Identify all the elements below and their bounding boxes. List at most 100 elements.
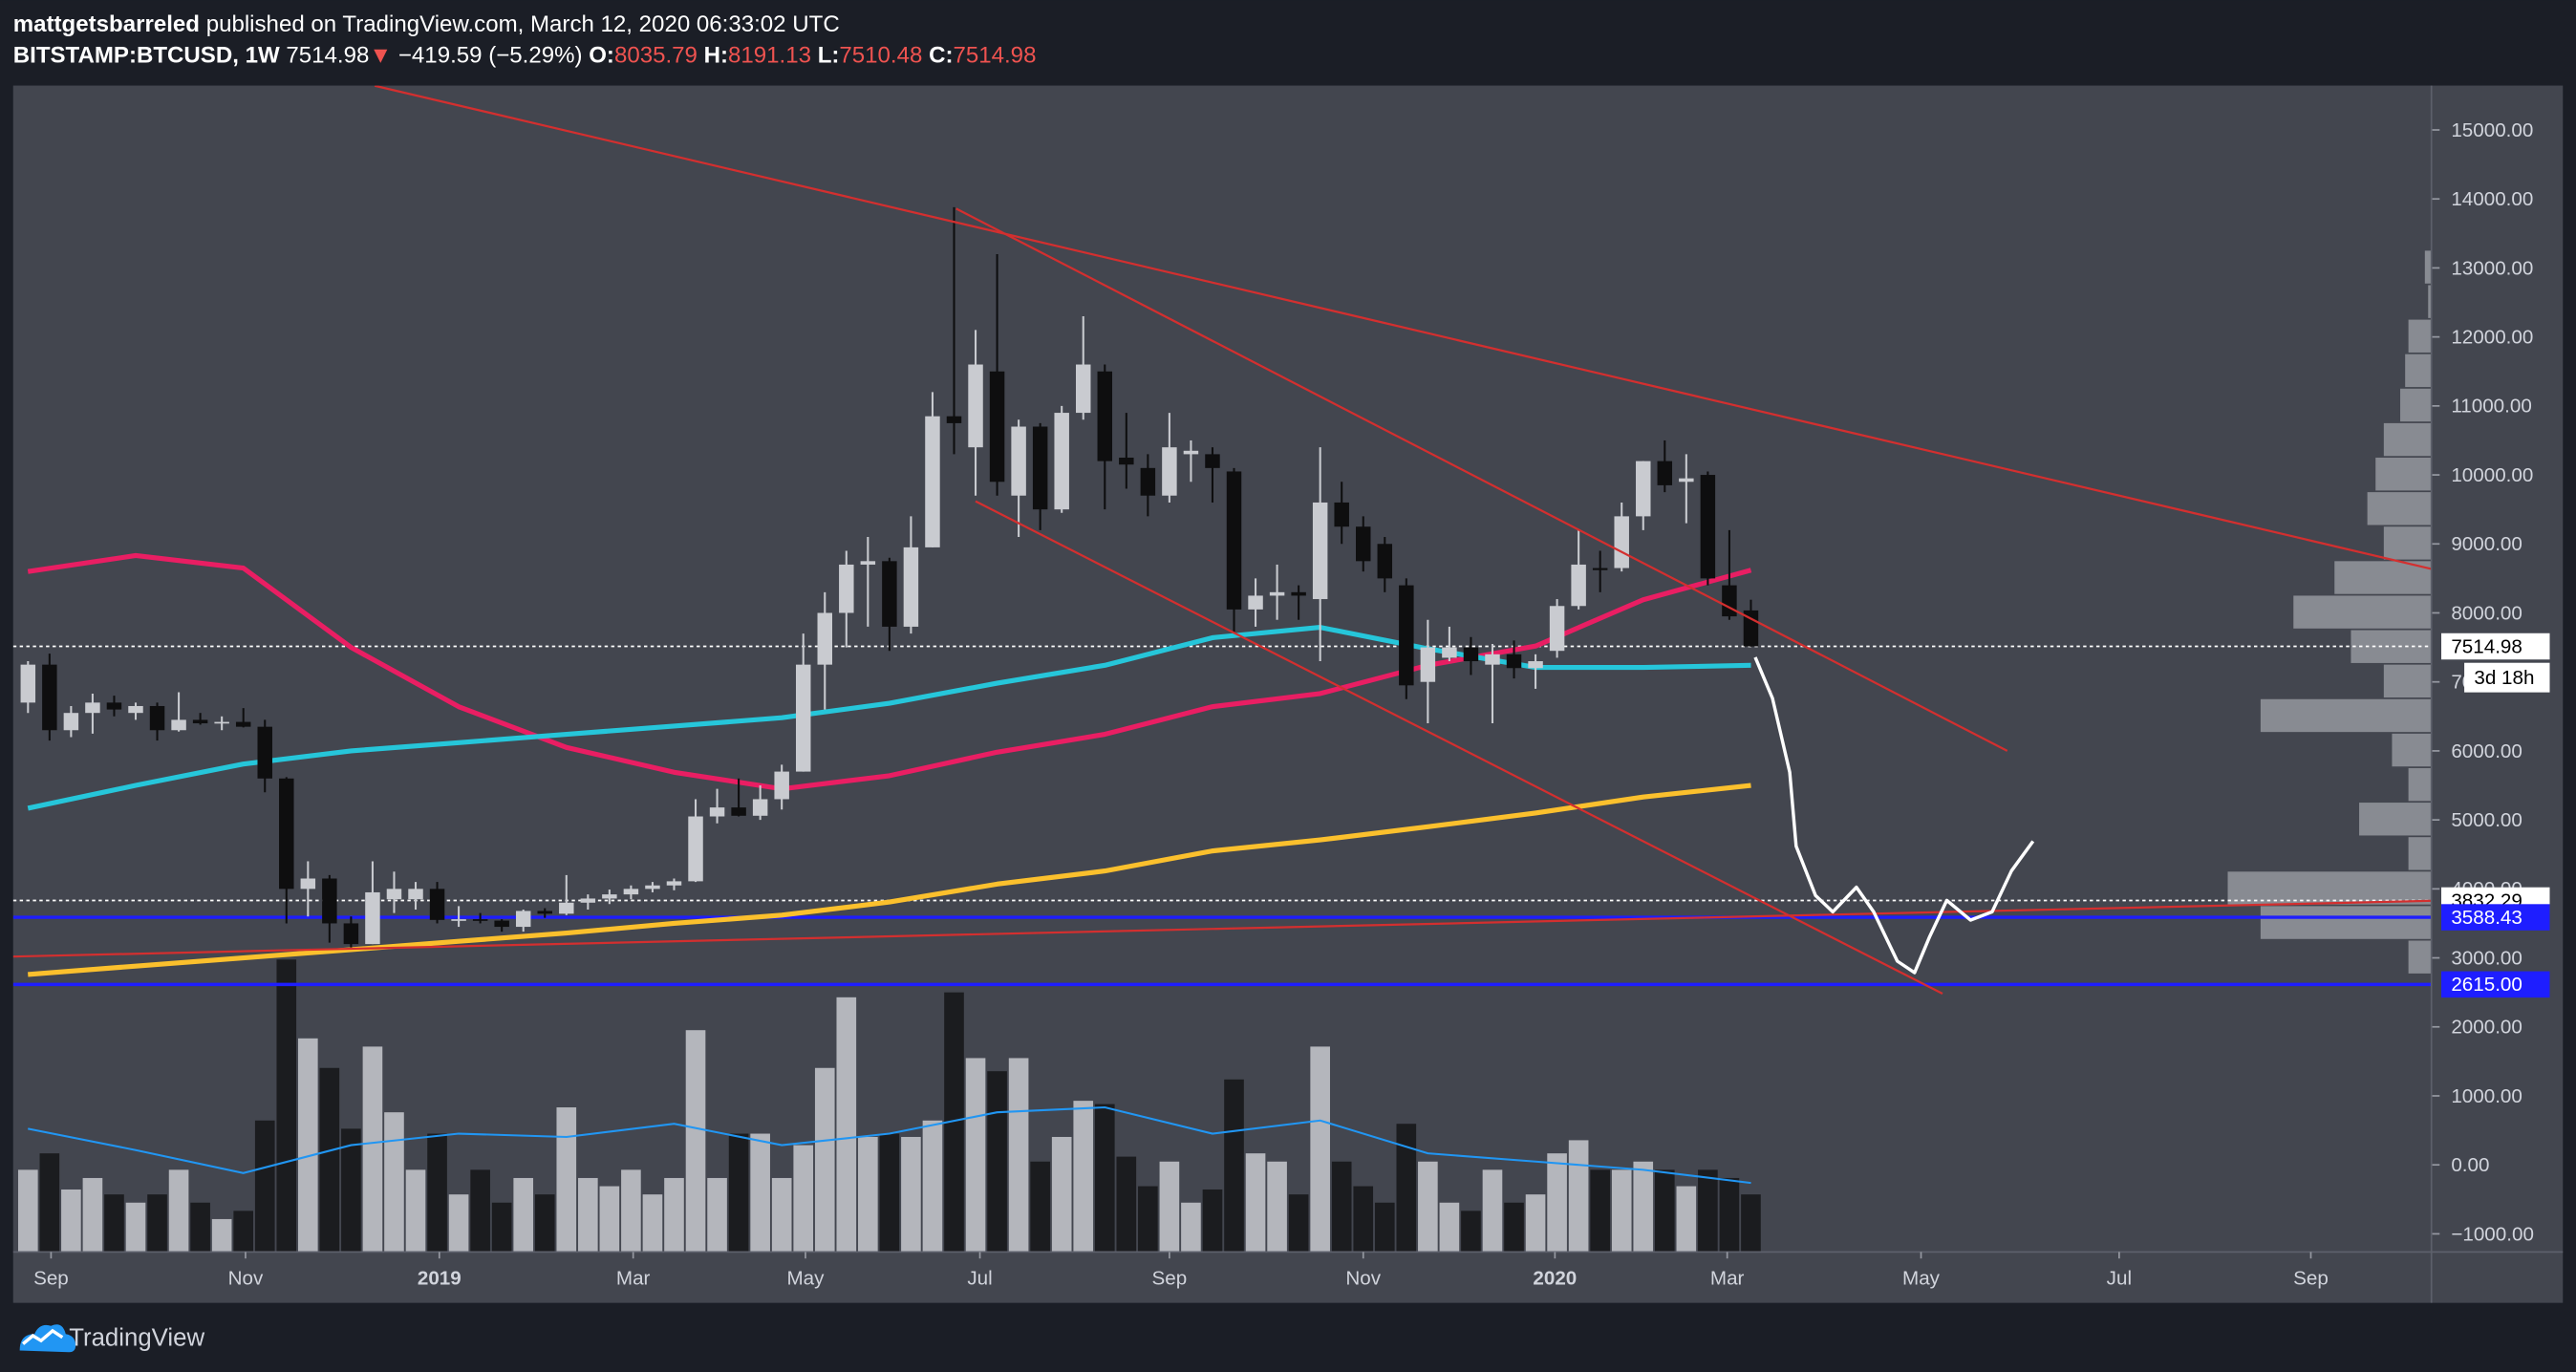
candle-body (602, 894, 617, 899)
volume-bar (1138, 1186, 1158, 1253)
volume-bar (987, 1071, 1007, 1253)
candle-body (537, 911, 552, 914)
volume-bar (1439, 1202, 1460, 1253)
volume-profile-bar (2408, 319, 2432, 353)
price-level-label: 3588.43 (2451, 907, 2522, 929)
volume-profile-bar (2424, 250, 2432, 284)
author: mattgetsbarreled (13, 11, 200, 37)
candle-body (171, 719, 186, 731)
candle-body (860, 561, 876, 565)
brand: TradingView (69, 1324, 204, 1351)
volume-bar (965, 1058, 986, 1253)
candle-body (1334, 502, 1349, 527)
candle-body (839, 564, 854, 613)
volume-bar (922, 1120, 943, 1253)
volume-profile-bar (2383, 526, 2432, 560)
header-line-1: mattgetsbarreled published on TradingVie… (13, 11, 840, 37)
logo-cloud (19, 1324, 76, 1353)
x-tick-label: May (1902, 1268, 1941, 1290)
candle-body (408, 889, 423, 900)
volume-profile-bar (2400, 388, 2432, 422)
volume-bar (125, 1202, 146, 1253)
candle-body (192, 719, 208, 724)
volume-profile-bar (2367, 492, 2432, 525)
volume-bar (1741, 1194, 1761, 1253)
volume-profile-bar (2293, 595, 2432, 629)
candle-body (63, 713, 79, 731)
candle-body (515, 911, 531, 928)
ohlc-key: L: (818, 42, 840, 68)
candle-body (1097, 371, 1113, 461)
candle-body (1463, 647, 1479, 662)
volume-bar (1202, 1189, 1223, 1253)
candle-body (946, 416, 962, 423)
volume-bar (1288, 1194, 1309, 1253)
volume-bar (470, 1169, 490, 1253)
moving-average (28, 782, 1751, 977)
candle-body (1119, 458, 1134, 465)
volume-bar (728, 1133, 749, 1253)
candle-body (451, 919, 466, 921)
volume-bar (1073, 1101, 1094, 1253)
published: published on TradingView.com, March 12, … (206, 11, 840, 37)
candle-body (1075, 364, 1091, 414)
header-line-2: BITSTAMP:BTCUSD, 1W 7514.98▼ −419.59 (−5… (13, 42, 1037, 68)
candle-body (322, 878, 337, 924)
logo (19, 1324, 76, 1353)
volume-bar (61, 1189, 81, 1253)
volume-bar (1719, 1177, 1740, 1253)
volume-bar (534, 1194, 555, 1253)
volume-bar (664, 1177, 684, 1253)
trend-line (374, 85, 2432, 570)
volume-profile-bar (2260, 906, 2432, 939)
candle-body (472, 919, 488, 921)
volume-bar (384, 1112, 404, 1253)
volume-bar (211, 1218, 232, 1253)
last-price: 7514.98 (286, 42, 369, 68)
volume-bar (1482, 1169, 1503, 1253)
volume-bar (944, 992, 964, 1253)
candle-body (1312, 502, 1328, 600)
candle-body (795, 664, 811, 772)
volume-bar (427, 1133, 447, 1253)
countdown-box (2464, 662, 2550, 693)
volume-profile-bar (2334, 561, 2432, 594)
y-tick-label: 6000.00 (2451, 740, 2522, 762)
candle-body (20, 664, 36, 703)
volume-bar (1094, 1104, 1115, 1253)
ohlc-key: O: (589, 42, 614, 68)
candle-body (817, 612, 832, 665)
x-tick-label: Sep (33, 1268, 69, 1290)
candle-body (1205, 454, 1220, 468)
symbol: BITSTAMP:BTCUSD, 1W (13, 42, 280, 68)
trend-line (975, 500, 1943, 996)
price-level-box (2441, 971, 2550, 998)
volume-profile-bar (2260, 698, 2432, 733)
candle-body (257, 726, 272, 779)
candle-body (85, 702, 100, 714)
candle-body (494, 920, 509, 928)
y-tick-label: 1000.00 (2451, 1085, 2522, 1107)
volume-bar (1547, 1153, 1567, 1253)
x-tick-label: 2020 (1533, 1268, 1577, 1290)
volume-bar (1633, 1161, 1654, 1253)
candle-body (882, 561, 897, 627)
y-tick-label: 2000.00 (2451, 1017, 2522, 1039)
candle-body (106, 702, 122, 710)
volume-profile-bar (2383, 664, 2432, 698)
candle-body (968, 364, 983, 448)
volume-bar (771, 1177, 792, 1253)
candle-body (42, 664, 57, 731)
volume-profile-bar (2408, 837, 2432, 870)
change-arrow: ▼ (369, 42, 392, 68)
ohlc-value: 7510.48 (839, 42, 922, 68)
ohlc-value: 7514.98 (953, 42, 1036, 68)
volume-ma (28, 1105, 1751, 1185)
volume-bar (1676, 1186, 1697, 1253)
candle-body (1269, 591, 1285, 596)
volume-bar (1245, 1153, 1266, 1253)
candle-body (1592, 568, 1608, 570)
candle-body (128, 705, 143, 714)
